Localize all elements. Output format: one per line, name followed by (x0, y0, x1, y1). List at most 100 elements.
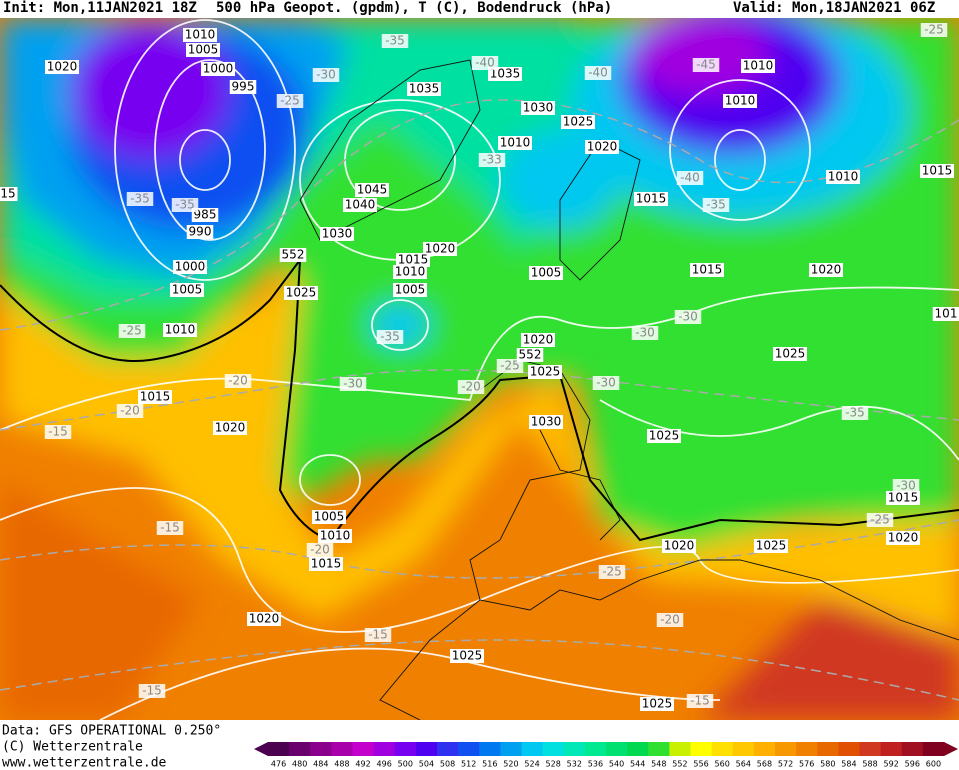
label-box (598, 565, 626, 579)
label-box (741, 59, 775, 73)
legend-label: 520 (503, 760, 518, 769)
pressure-label: 1010 (165, 323, 196, 337)
legend-swatch (817, 742, 839, 756)
pressure-label: 1010 (828, 170, 859, 184)
label-box (478, 153, 506, 167)
temperature-label: -45 (696, 58, 716, 72)
legend-swatch (753, 742, 776, 756)
temperature-label: -40 (680, 171, 700, 185)
label-box (631, 326, 659, 340)
legend-swatch (669, 742, 691, 756)
pressure-label: 1015 (636, 192, 667, 206)
contour-552 (0, 256, 959, 542)
pressure-label: 1025 (530, 365, 561, 379)
temperature-label: -30 (896, 479, 916, 493)
label-box (376, 330, 404, 344)
label-box (247, 612, 281, 626)
pressure-label: 1025 (756, 539, 787, 553)
label-box (138, 390, 172, 404)
legend-label: 540 (609, 760, 624, 769)
label-box (364, 628, 392, 642)
temperature-label: -35 (385, 34, 405, 48)
pressure-label: 1005 (314, 510, 345, 524)
legend-swatch (627, 742, 649, 756)
temperature-label: -35 (845, 406, 865, 420)
website: www.wetterzentrale.de (2, 756, 167, 770)
legend-label: 576 (799, 760, 814, 769)
init-time: Init: Mon,11JAN2021 18Z (3, 0, 197, 16)
legend-swatch (394, 742, 417, 756)
label-box (138, 684, 166, 698)
legend-swatch (711, 742, 734, 756)
legend-swatch (479, 742, 501, 756)
temperature-label: -20 (310, 543, 330, 557)
label-box (496, 359, 524, 373)
pressure-label: 1030 (322, 227, 353, 241)
legend-swatch (859, 742, 882, 756)
pressure-label: 1020 (215, 421, 246, 435)
temperature-label: -35 (380, 330, 400, 344)
pressure-label: 985 (194, 208, 217, 222)
label-box (407, 82, 441, 96)
pressure-label: 1020 (47, 60, 78, 74)
label-box (516, 348, 544, 362)
label-box (488, 67, 522, 81)
legend-swatch (415, 742, 438, 756)
pressure-label: 1030 (531, 415, 562, 429)
label-box (561, 115, 595, 129)
legend-label: 568 (757, 760, 772, 769)
label-box (186, 43, 220, 57)
legend-swatch (690, 742, 713, 756)
temperature-label: -30 (316, 68, 336, 82)
legend-swatch (352, 742, 375, 756)
label-box (692, 58, 720, 72)
legend-label: 588 (862, 760, 877, 769)
pressure-label: 1025 (642, 697, 673, 711)
legend-label: 552 (672, 760, 687, 769)
pressure-label: 1010 (725, 94, 756, 108)
label-box (276, 94, 304, 108)
temperature-label: -30 (596, 376, 616, 390)
label-box (44, 425, 72, 439)
pressure-label: 552 (519, 348, 542, 362)
valid-time: Valid: Mon,18JAN2021 06Z (733, 0, 935, 16)
label-box (45, 60, 79, 74)
temperature-label: -33 (482, 153, 502, 167)
label-box (656, 613, 684, 627)
legend-swatch (584, 742, 607, 756)
pressure-label: 1015 (922, 164, 953, 178)
pressure-label: 995 (232, 80, 255, 94)
pressure-label: 1020 (664, 539, 695, 553)
temperature-label: -15 (48, 425, 68, 439)
legend-label: 580 (820, 760, 835, 769)
copyright: (C) Wetterzentrale (2, 740, 143, 755)
label-box (826, 170, 860, 184)
label-box (393, 265, 427, 279)
legend-swatch (521, 742, 544, 756)
label-box (892, 479, 920, 493)
pressure-label: 1010 (395, 265, 426, 279)
legend-swatch (648, 742, 670, 756)
label-box (312, 68, 340, 82)
legend-label: 484 (313, 760, 328, 769)
label-box (592, 376, 620, 390)
legend-swatch (922, 742, 945, 756)
label-box (381, 34, 409, 48)
legend-swatch (310, 742, 332, 756)
pressure-label: 1025 (775, 347, 806, 361)
pressure-label: 1005 (531, 266, 562, 280)
label-box (754, 539, 788, 553)
legend-label: 536 (588, 760, 603, 769)
label-box (343, 198, 377, 212)
pressure-label: 1000 (203, 62, 234, 76)
pressure-label: 1020 (523, 333, 554, 347)
pressure-label: 1025 (452, 649, 483, 663)
pressure-label: 1020 (811, 263, 842, 277)
temperature-label: -15 (690, 694, 710, 708)
temperature-label: -40 (475, 56, 495, 70)
legend-label: 488 (334, 760, 349, 769)
pressure-label: 1005 (395, 283, 426, 297)
